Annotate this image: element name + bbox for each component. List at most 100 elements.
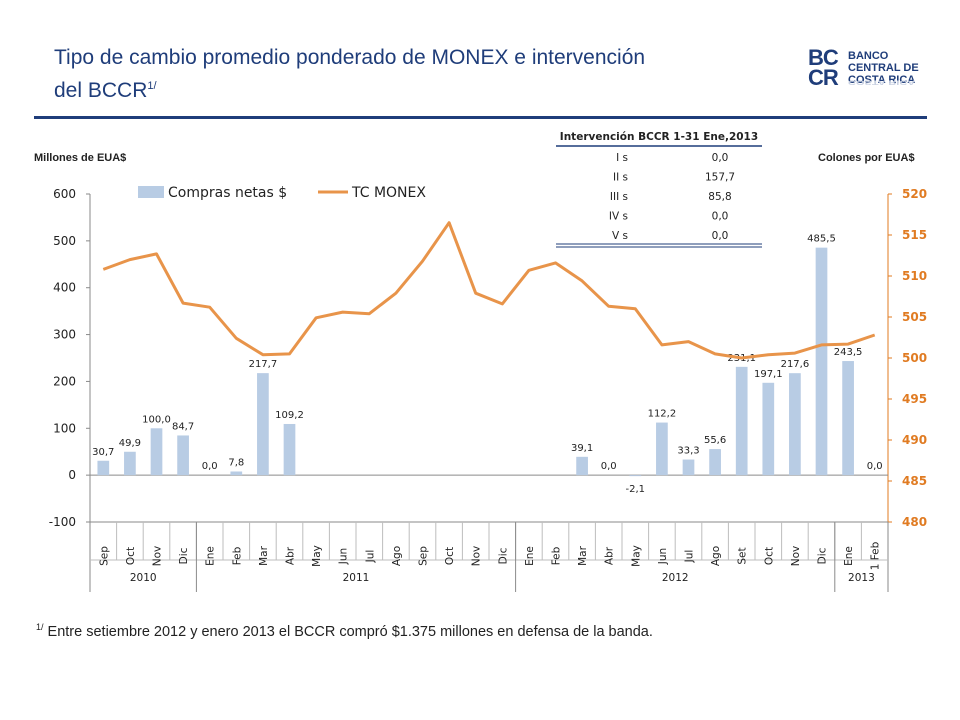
category-label-12: Sep [418,546,430,566]
category-label-3: Dic [178,547,190,564]
bar-label-25: 197,1 [754,369,783,380]
right-tick-label: 480 [902,515,927,529]
left-tick-label: 0 [68,468,76,482]
title-line2: del BCCR [54,79,148,102]
right-axis-title: Colones por EUA$ [818,152,915,164]
bar-27 [815,247,828,476]
title-rule [34,116,927,119]
bar-6 [257,373,269,476]
category-label-2: Nov [152,546,164,567]
category-label-14: Nov [471,546,483,567]
category-label-8: May [311,545,323,567]
category-label-26: Nov [790,546,802,567]
bar-label-2: 100,0 [142,414,171,425]
right-tick-label: 510 [902,269,927,283]
bar-label-21: 112,2 [648,409,677,420]
title-footnote-mark: 1/ [147,80,157,92]
bar-28 [842,361,854,476]
title-line1: Tipo de cambio promedio ponderado de MON… [54,46,646,69]
bar-label-27: 485,5 [807,234,836,245]
bar-18 [576,456,588,476]
right-tick-label: 500 [902,351,927,365]
intervention-row-value-1: 157,7 [705,172,735,184]
intervention-row-value-3: 0,0 [712,211,729,223]
bar-3 [177,435,189,476]
legend-bar-swatch [138,186,164,198]
bar-label-18: 39,1 [571,443,593,454]
left-tick-label: 100 [53,421,76,435]
bar-label-19: 0,0 [601,461,617,472]
bar-7 [283,423,296,476]
bar-26 [789,373,801,476]
bar-24 [735,366,748,476]
intervention-row-label-0: I s [616,152,628,164]
bar-23 [709,449,721,476]
right-tick-label: 520 [902,187,927,201]
category-label-27: Dic [817,547,829,564]
category-label-9: Jun [338,548,350,565]
category-label-28: Ene [843,546,855,566]
left-tick-label: 600 [53,187,76,201]
bar-0 [97,460,110,476]
bar-1 [124,451,136,476]
category-label-7: Abr [285,546,297,565]
left-axis-title: Millones de EUA$ [34,152,127,164]
category-label-24: Set [737,547,749,564]
left-tick-label: 300 [53,328,76,342]
logo-mark: BC CR [808,45,839,90]
bar-label-26: 217,6 [781,359,810,370]
legend-bar-label: Compras netas $ [168,185,287,201]
bar-label-1: 49,9 [119,438,141,449]
category-label-15: Dic [497,547,509,564]
bar-2 [150,428,163,476]
year-label-2011: 2011 [343,572,370,584]
bar-5 [230,471,243,476]
line-tc-monex [102,221,876,360]
left-tick-label: 400 [53,281,76,295]
bar-label-20: -2,1 [626,484,646,495]
intervention-row-value-2: 85,8 [708,191,731,203]
bar-label-6: 217,7 [249,359,278,370]
intervention-table-title: Intervención BCCR 1-31 Ene,2013 [560,131,758,143]
category-label-18: Mar [577,545,589,565]
left-tick-label: 200 [53,374,76,388]
year-label-2013: 2013 [848,572,875,584]
category-label-0: Sep [98,546,110,566]
category-label-23: Ago [710,546,722,566]
category-label-4: Ene [205,546,217,566]
right-tick-label: 515 [902,228,927,242]
category-label-22: Jul [684,550,696,564]
category-label-20: May [630,545,642,567]
intervention-row-label-2: III s [610,191,628,203]
intervention-row-label-1: II s [613,172,628,184]
bar-label-0: 30,7 [92,447,114,458]
footnote-text: Entre setiembre 2012 y enero 2013 el BCC… [47,623,653,640]
bar-label-4: 0,0 [202,461,218,472]
footnote: 1/ Entre setiembre 2012 y enero 2013 el … [36,622,653,640]
bar-label-22: 33,3 [677,446,699,457]
bar-label-7: 109,2 [275,410,304,421]
bar-label-29: 0,0 [867,461,883,472]
right-tick-label: 495 [902,392,927,406]
year-label-2012: 2012 [662,572,689,584]
right-tick-label: 505 [902,310,927,324]
intervention-row-value-0: 0,0 [712,152,729,164]
right-tick-label: 490 [902,433,927,447]
category-label-25: Oct [763,547,775,565]
bar-label-28: 243,5 [834,347,863,358]
legend-line-label: TC MONEX [351,185,426,201]
logo-text: BANCO CENTRAL DE COSTA RICA [848,50,919,86]
right-tick-label: 485 [902,474,927,488]
category-label-1: Oct [125,547,137,565]
footnote-mark: 1/ [36,622,44,632]
category-label-10: Jul [364,550,376,564]
category-label-16: Ene [524,546,536,566]
category-label-19: Abr [604,546,616,565]
category-label-13: Oct [444,547,456,565]
category-label-5: Feb [231,546,243,565]
bar-25 [762,382,775,476]
bar-label-3: 84,7 [172,421,194,432]
category-label-21: Jun [657,548,669,565]
intervention-row-label-4: V s [612,230,628,242]
